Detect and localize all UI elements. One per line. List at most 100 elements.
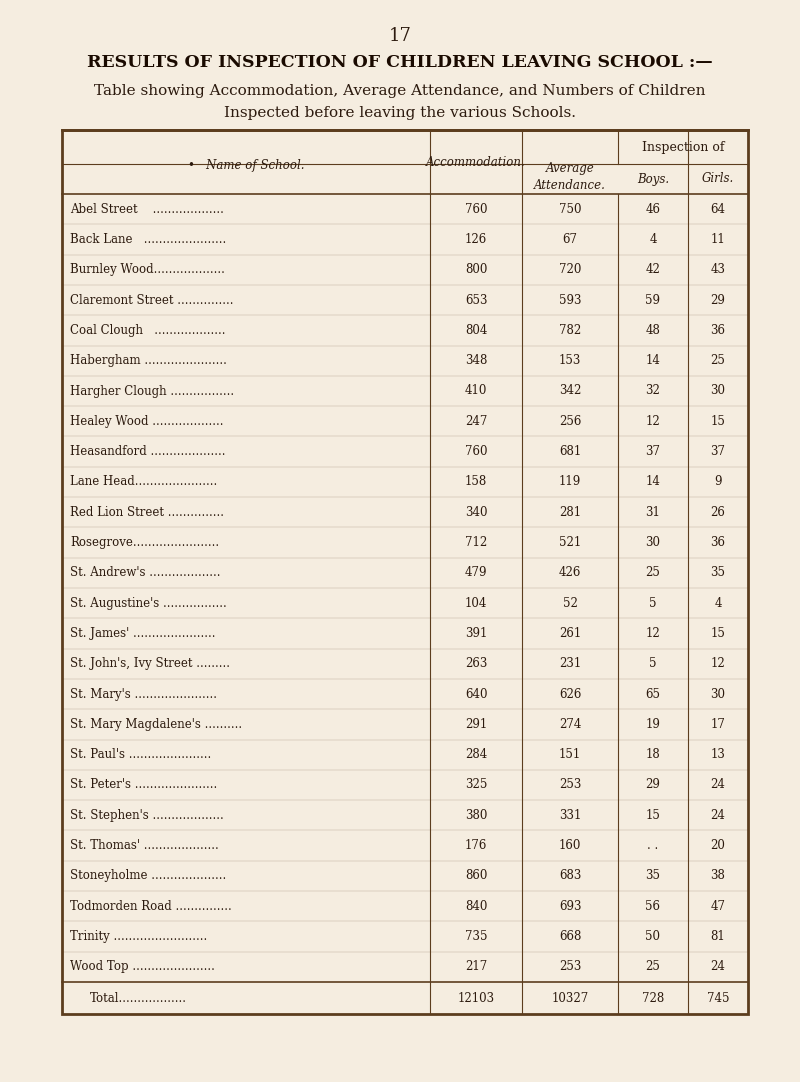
Text: 760: 760 xyxy=(465,445,487,458)
Text: 410: 410 xyxy=(465,384,487,397)
Text: 750: 750 xyxy=(558,202,582,215)
Text: 479: 479 xyxy=(465,566,487,579)
Text: Lane Head......................: Lane Head...................... xyxy=(70,475,218,488)
Text: 52: 52 xyxy=(562,596,578,609)
Text: 683: 683 xyxy=(559,870,581,883)
Text: 712: 712 xyxy=(465,536,487,549)
Text: Heasandford ....................: Heasandford .................... xyxy=(70,445,226,458)
Text: 274: 274 xyxy=(559,717,581,730)
Text: 693: 693 xyxy=(558,900,582,913)
Text: 804: 804 xyxy=(465,324,487,337)
Text: 331: 331 xyxy=(559,809,581,822)
Text: 25: 25 xyxy=(646,566,661,579)
Text: 217: 217 xyxy=(465,961,487,974)
Text: 11: 11 xyxy=(710,233,726,246)
Text: 31: 31 xyxy=(646,505,661,518)
Text: St. Andrew's ...................: St. Andrew's ................... xyxy=(70,566,221,579)
Text: 48: 48 xyxy=(646,324,661,337)
Text: Total..................: Total.................. xyxy=(90,991,187,1004)
Text: 12: 12 xyxy=(646,626,660,639)
Text: Rosegrove.......................: Rosegrove....................... xyxy=(70,536,219,549)
Text: 38: 38 xyxy=(710,870,726,883)
Text: 26: 26 xyxy=(710,505,726,518)
Text: 668: 668 xyxy=(559,931,581,944)
Text: 521: 521 xyxy=(559,536,581,549)
Text: 15: 15 xyxy=(710,414,726,427)
Text: Todmorden Road ...............: Todmorden Road ............... xyxy=(70,900,232,913)
Text: 158: 158 xyxy=(465,475,487,488)
Text: 46: 46 xyxy=(646,202,661,215)
Text: 29: 29 xyxy=(710,293,726,306)
Text: 50: 50 xyxy=(646,931,661,944)
Text: 18: 18 xyxy=(646,748,660,762)
Text: 800: 800 xyxy=(465,263,487,276)
Text: Red Lion Street ...............: Red Lion Street ............... xyxy=(70,505,224,518)
Text: 291: 291 xyxy=(465,717,487,730)
Text: Average
Attendance.: Average Attendance. xyxy=(534,162,606,192)
Text: 728: 728 xyxy=(642,991,664,1004)
Text: 37: 37 xyxy=(710,445,726,458)
Text: 36: 36 xyxy=(710,536,726,549)
Text: 35: 35 xyxy=(646,870,661,883)
Text: Back Lane   ......................: Back Lane ...................... xyxy=(70,233,226,246)
Text: 12: 12 xyxy=(646,414,660,427)
Text: 56: 56 xyxy=(646,900,661,913)
Text: 32: 32 xyxy=(646,384,661,397)
Text: 153: 153 xyxy=(559,354,581,367)
Text: 720: 720 xyxy=(559,263,581,276)
Text: Abel Street    ...................: Abel Street ................... xyxy=(70,202,224,215)
Text: Boys.: Boys. xyxy=(637,172,669,185)
Text: 15: 15 xyxy=(710,626,726,639)
Text: St. Thomas' ....................: St. Thomas' .................... xyxy=(70,840,218,853)
Text: St. Mary's ......................: St. Mary's ...................... xyxy=(70,687,217,700)
Text: 12103: 12103 xyxy=(458,991,494,1004)
Bar xyxy=(62,130,748,1014)
Text: St. Stephen's ...................: St. Stephen's ................... xyxy=(70,809,224,822)
Text: 20: 20 xyxy=(710,840,726,853)
Text: 263: 263 xyxy=(465,657,487,670)
Text: 12: 12 xyxy=(710,657,726,670)
Text: 17: 17 xyxy=(389,27,411,45)
Text: St. John's, Ivy Street .........: St. John's, Ivy Street ......... xyxy=(70,657,230,670)
Text: 593: 593 xyxy=(558,293,582,306)
Text: 64: 64 xyxy=(710,202,726,215)
Text: 176: 176 xyxy=(465,840,487,853)
Text: 840: 840 xyxy=(465,900,487,913)
Text: 5: 5 xyxy=(650,596,657,609)
Text: St. Peter's ......................: St. Peter's ...................... xyxy=(70,779,218,792)
Text: 17: 17 xyxy=(710,717,726,730)
Text: 745: 745 xyxy=(706,991,730,1004)
Text: 59: 59 xyxy=(646,293,661,306)
Text: 24: 24 xyxy=(710,809,726,822)
Text: 284: 284 xyxy=(465,748,487,762)
Text: 281: 281 xyxy=(559,505,581,518)
Text: 67: 67 xyxy=(562,233,578,246)
Text: 151: 151 xyxy=(559,748,581,762)
Text: 325: 325 xyxy=(465,779,487,792)
Text: Burnley Wood...................: Burnley Wood................... xyxy=(70,263,225,276)
Text: 256: 256 xyxy=(559,414,581,427)
Text: Healey Wood ...................: Healey Wood ................... xyxy=(70,414,223,427)
Text: 30: 30 xyxy=(710,384,726,397)
Text: 29: 29 xyxy=(646,779,661,792)
Text: . .: . . xyxy=(647,840,658,853)
Text: 19: 19 xyxy=(646,717,661,730)
Text: •   Name of School.: • Name of School. xyxy=(188,159,304,172)
Text: 119: 119 xyxy=(559,475,581,488)
Text: 626: 626 xyxy=(559,687,581,700)
Text: 13: 13 xyxy=(710,748,726,762)
Text: 104: 104 xyxy=(465,596,487,609)
Text: 35: 35 xyxy=(710,566,726,579)
Text: 42: 42 xyxy=(646,263,661,276)
Text: 24: 24 xyxy=(710,961,726,974)
Text: 30: 30 xyxy=(646,536,661,549)
Text: 348: 348 xyxy=(465,354,487,367)
Text: Wood Top ......................: Wood Top ...................... xyxy=(70,961,215,974)
Text: Habergham ......................: Habergham ...................... xyxy=(70,354,227,367)
Text: St. Augustine's .................: St. Augustine's ................. xyxy=(70,596,226,609)
Text: St. Paul's ......................: St. Paul's ...................... xyxy=(70,748,211,762)
Text: Claremont Street ...............: Claremont Street ............... xyxy=(70,293,234,306)
Text: 36: 36 xyxy=(710,324,726,337)
Text: Accommodation.: Accommodation. xyxy=(426,156,526,169)
Text: 4: 4 xyxy=(650,233,657,246)
